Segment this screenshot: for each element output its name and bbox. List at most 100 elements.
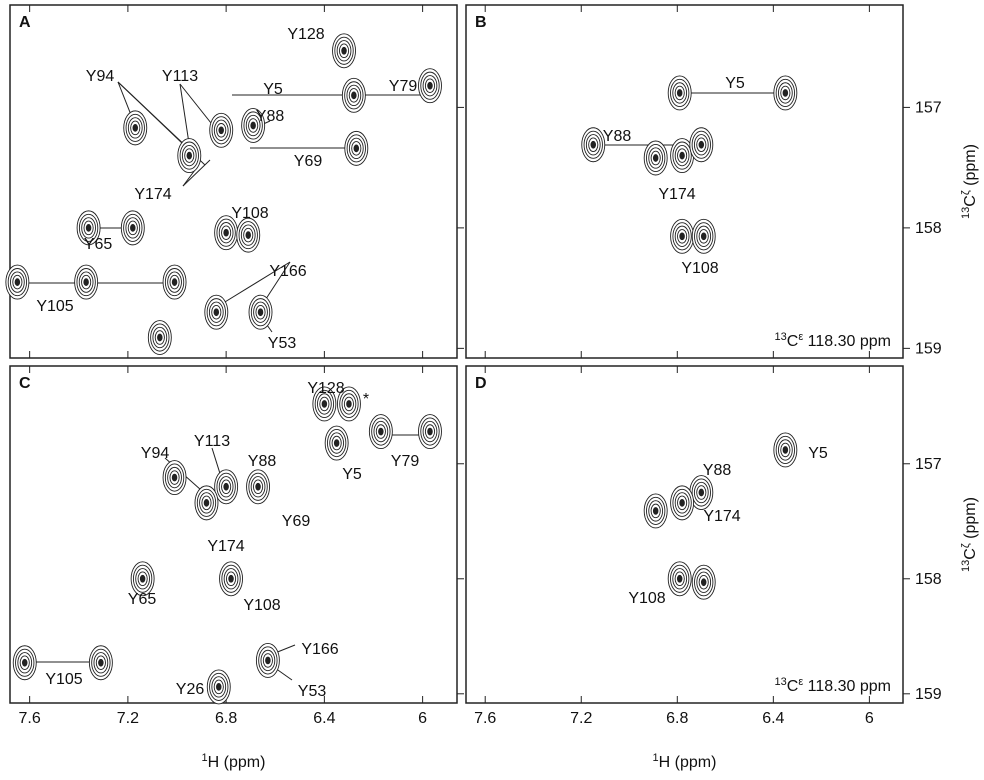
- peak: [204, 294, 229, 330]
- peak: [88, 645, 113, 681]
- contour-ring: [427, 81, 433, 90]
- text-part: C: [962, 548, 979, 560]
- peak: [120, 210, 145, 246]
- contour-ring: [698, 140, 705, 149]
- peak: [76, 210, 101, 246]
- contour-ring: [223, 482, 229, 491]
- panel-frame: [465, 365, 904, 704]
- contour-ring: [218, 126, 224, 135]
- panel-frame: [9, 4, 458, 359]
- contour-ring: [223, 228, 229, 237]
- contour-ring: [83, 278, 89, 286]
- peak: [246, 469, 271, 505]
- contour-ring: [378, 427, 384, 436]
- peak-label: Y113: [194, 433, 230, 450]
- peak-label: Y79: [391, 453, 420, 470]
- peak-label: Y128: [307, 380, 344, 397]
- peak-label: Y94: [86, 68, 115, 85]
- peak: [248, 294, 273, 330]
- peak: [74, 264, 99, 300]
- contour-ring: [130, 224, 136, 232]
- peak-label: Y174: [134, 186, 171, 203]
- leader-line: [219, 261, 291, 306]
- peak: [147, 320, 172, 355]
- peak-label: Y65: [128, 591, 157, 608]
- peak-label: Y26: [176, 681, 205, 698]
- leader-line: [179, 83, 216, 129]
- peak-label: Y94: [141, 445, 170, 462]
- x-tick-label: 6: [418, 710, 427, 727]
- contour-ring: [351, 91, 357, 100]
- contour-ring: [427, 427, 433, 436]
- panel-letter: D: [475, 375, 487, 392]
- peak: [418, 414, 442, 450]
- peak: [773, 432, 798, 468]
- contour-ring: [676, 574, 683, 583]
- contour-ring: [679, 499, 685, 507]
- contour-ring: [353, 144, 360, 153]
- panel-letter: B: [475, 14, 487, 31]
- contour-ring: [203, 499, 210, 507]
- contour-ring: [132, 124, 139, 132]
- peak: [236, 217, 261, 253]
- contour-ring: [590, 140, 597, 149]
- peak-label: Y88: [703, 462, 732, 479]
- contour-ring: [676, 89, 683, 97]
- peak-label: Y5: [342, 466, 362, 483]
- peak: [194, 485, 219, 521]
- contour-ring: [228, 574, 234, 583]
- contour-ring: [98, 658, 104, 667]
- peak-label: Y88: [256, 108, 285, 125]
- peak: [368, 414, 393, 450]
- x-tick-label: 6.8: [666, 710, 688, 727]
- contour-ring: [171, 278, 178, 286]
- peak-label: Y128: [287, 26, 324, 43]
- text-part: 118.30 ppm: [803, 678, 891, 695]
- contour-ring: [782, 446, 789, 454]
- contour-ring: [265, 656, 271, 665]
- contour-ring: [14, 278, 21, 286]
- peak: [670, 485, 695, 521]
- y-tick-label: 159: [915, 686, 942, 703]
- peak: [581, 127, 606, 163]
- peak-label: Y108: [243, 597, 280, 614]
- peak: [209, 112, 234, 148]
- peak: [336, 386, 361, 422]
- peak-label: Y65: [84, 236, 113, 253]
- peak: [219, 561, 243, 597]
- leader-line: [182, 159, 211, 187]
- peak: [206, 669, 231, 705]
- peak-label: Y53: [268, 335, 297, 352]
- y-axis-label: 13Cζ (ppm): [960, 497, 979, 572]
- contour-ring: [139, 574, 146, 583]
- superscript: ζ: [960, 543, 972, 548]
- contour-ring: [255, 482, 261, 491]
- contour-ring: [213, 308, 220, 317]
- leader-line: [182, 169, 196, 187]
- peak: [689, 475, 714, 510]
- peak: [643, 140, 668, 176]
- text-part: C: [787, 333, 799, 350]
- peak-label: Y79: [389, 78, 418, 95]
- x-axis-label: 1H (ppm): [202, 752, 266, 771]
- contour-ring: [21, 658, 28, 667]
- x-tick-label: 6.4: [313, 710, 335, 727]
- peak: [123, 110, 148, 146]
- contour-ring: [679, 232, 685, 241]
- peak-label: *: [363, 391, 369, 408]
- peak: [773, 75, 798, 111]
- peak-label: Y174: [658, 186, 695, 203]
- contour-ring: [333, 439, 340, 447]
- peak: [667, 75, 692, 111]
- peak: [130, 561, 155, 597]
- peak: [341, 77, 366, 113]
- peak-label: Y105: [36, 298, 73, 315]
- peak: [643, 493, 668, 529]
- superscript: 13: [960, 207, 972, 219]
- contour-ring: [700, 578, 707, 587]
- text-part: C: [962, 195, 979, 207]
- slice-annotation: 13Cε 118.30 ppm: [775, 331, 891, 350]
- superscript: 1: [202, 752, 208, 764]
- peak: [418, 68, 442, 104]
- peak-label: Y88: [603, 128, 632, 145]
